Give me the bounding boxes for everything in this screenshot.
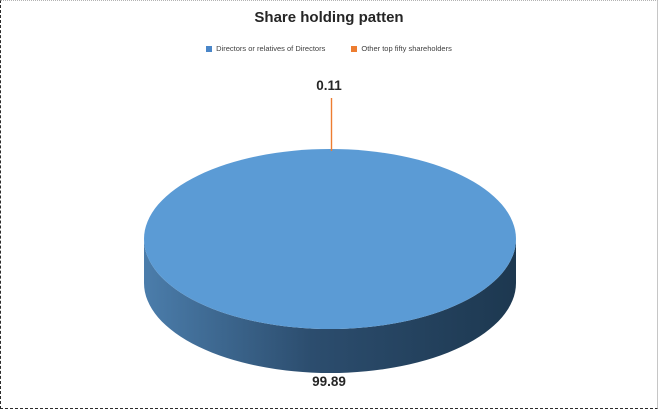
legend-item-directors: Directors or relatives of Directors: [206, 45, 325, 53]
legend: Directors or relatives of Directors Othe…: [1, 45, 657, 53]
legend-swatch-orange-icon: [351, 45, 358, 52]
pie-slice-directors: [144, 149, 516, 329]
legend-label-directors: Directors or relatives of Directors: [216, 44, 326, 53]
pie-side-rim: [144, 239, 516, 373]
legend-swatch-blue-icon: [206, 45, 213, 52]
legend-label-others: Other top fifty shareholders: [361, 44, 452, 53]
data-label-small-slice: 0.11: [316, 78, 342, 93]
data-label-large-slice: 99.89: [312, 374, 346, 389]
legend-item-others: Other top fifty shareholders: [351, 44, 452, 53]
chart-title: Share holding patten: [254, 9, 404, 26]
